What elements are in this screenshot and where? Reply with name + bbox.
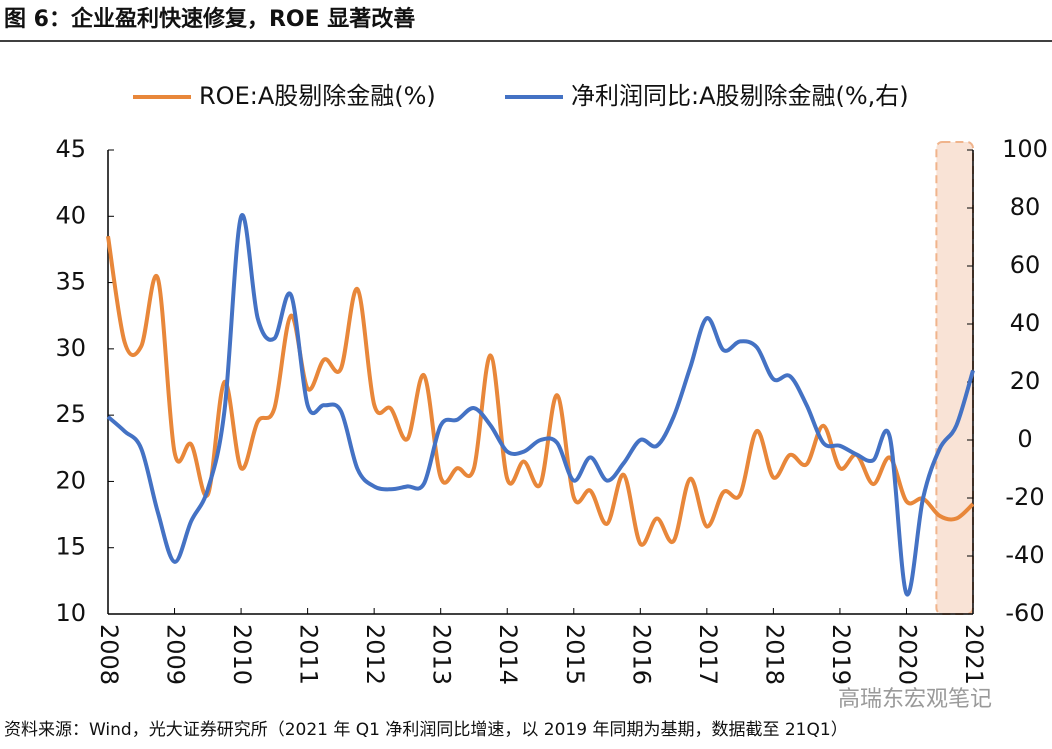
x-tick-label: 2020: [893, 624, 921, 685]
y2-tick-label: 100: [1002, 135, 1048, 163]
y-tick-label: 15: [55, 533, 86, 561]
legend-label: 净利润同比:A股剔除金融(%,右): [571, 82, 909, 110]
watermark: 高瑞东宏观笔记: [838, 687, 992, 712]
x-tick-label: 2021: [960, 624, 988, 685]
y2-tick-label: -40: [1005, 541, 1044, 569]
y-tick-label: 25: [55, 400, 86, 428]
x-tick-label: 2014: [494, 624, 522, 685]
y-tick-label: 20: [55, 466, 86, 494]
highlight-band: [935, 141, 975, 615]
y-tick-label: 30: [55, 334, 86, 362]
y2-tick-label: 20: [1010, 367, 1041, 395]
y-tick-label: 35: [55, 268, 86, 296]
series-line: [106, 235, 975, 547]
x-tick-label: 2008: [95, 624, 123, 685]
x-tick-label: 2010: [228, 624, 256, 685]
y-tick-label: 45: [55, 135, 86, 163]
x-tick-label: 2009: [162, 624, 190, 685]
y-tick-label: 40: [55, 201, 86, 229]
x-tick-label: 2012: [361, 624, 389, 685]
x-tick-label: 2018: [760, 624, 788, 685]
y-tick-label: 10: [55, 599, 86, 627]
source-note: 资料来源：Wind，光大证券研究所（2021 年 Q1 净利润同比增速，以 20…: [4, 720, 848, 740]
y2-tick-label: 60: [1010, 251, 1041, 279]
x-tick-label: 2013: [428, 624, 456, 685]
legend-label: ROE:A股剔除金融(%): [199, 82, 436, 110]
y2-tick-label: 0: [1017, 425, 1032, 453]
series-line: [106, 213, 975, 597]
x-tick-label: 2015: [561, 624, 589, 685]
x-tick-label: 2019: [827, 624, 855, 685]
y2-tick-label: 40: [1010, 309, 1041, 337]
y2-tick-label: -20: [1005, 483, 1044, 511]
y2-tick-label: 80: [1010, 193, 1041, 221]
y2-tick-label: -60: [1005, 599, 1044, 627]
x-tick-label: 2011: [295, 624, 323, 685]
chart-title: 图 6：企业盈利快速修复，ROE 显著改善: [4, 6, 415, 32]
x-tick-label: 2017: [694, 624, 722, 685]
x-tick-label: 2016: [627, 624, 655, 685]
